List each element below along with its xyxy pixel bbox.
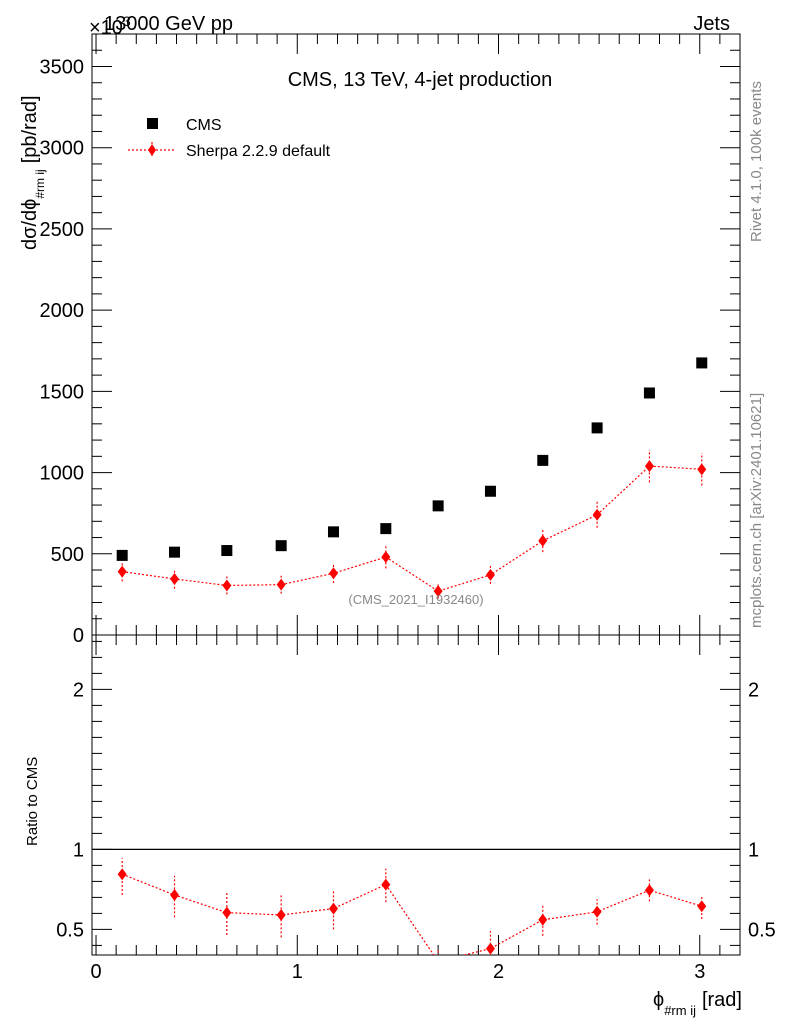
ratio-sherpa-point	[222, 906, 232, 919]
ratio-sherpa-point	[697, 900, 707, 913]
ratio-sherpa-point	[538, 913, 548, 926]
legend: CMS Sherpa 2.2.9 default	[128, 117, 331, 160]
cms-point	[643, 387, 655, 399]
main-y-tick-label: 1000	[40, 463, 85, 485]
process-label: Jets	[693, 13, 730, 35]
ratio-series	[117, 858, 707, 967]
sherpa-point	[276, 578, 286, 591]
analysis-watermark: (CMS_2021_I1932460)	[348, 592, 483, 607]
sherpa-point	[381, 551, 391, 564]
main-y-tick-label: 500	[51, 544, 84, 566]
sherpa-point	[485, 568, 495, 581]
sherpa-point	[697, 463, 707, 476]
main-plot-panel: 0 500 1000 1500 2000 2500 3000 3500 CMS, 13 TeV…	[19, 33, 741, 955]
legend-label-sherpa: Sherpa 2.2.9 default	[186, 143, 331, 160]
x-axis-label: ϕ#rm ij [rad]	[653, 989, 742, 1018]
cms-point	[696, 357, 708, 369]
main-y-tick-label: 3500	[40, 56, 85, 78]
ratio-sherpa-point	[644, 884, 654, 897]
ratio-y-tick-label-right: 2	[748, 679, 759, 701]
ratio-y-tick-label-right: 1	[748, 839, 759, 861]
ratio-sherpa-point	[592, 905, 602, 918]
ratio-y-tick-label: 2	[73, 679, 84, 701]
sherpa-point	[222, 579, 232, 592]
cms-point	[537, 454, 549, 466]
x-tick-label: 1	[292, 961, 303, 983]
cms-point	[484, 485, 496, 497]
cms-point	[380, 523, 392, 535]
sherpa-point	[644, 460, 654, 473]
ratio-plot-frame	[91, 634, 741, 956]
ratio-ticks: 0.5 0.5 1 1 2 2 0 1 2 3	[56, 640, 776, 983]
mcplots-label: mcplots.cern.ch [arXiv:2401.10621]	[748, 393, 765, 628]
ratio-y-axis-label: Ratio to CMS	[24, 757, 41, 846]
x-tick-label: 2	[493, 961, 504, 983]
ratio-sherpa-point	[485, 942, 495, 955]
main-y-tick-label: 2500	[40, 219, 85, 241]
sherpa-point	[117, 565, 127, 578]
rivet-version-label: Rivet 4.1.0, 100k events	[748, 81, 765, 242]
main-y-tick-label: 0	[73, 625, 84, 647]
ratio-sherpa-point	[328, 902, 338, 915]
ratio-sherpa-point	[381, 878, 391, 891]
sherpa-point	[433, 585, 443, 598]
ratio-plot-panel: 0.5 0.5 1 1 2 2 0 1 2 3 Ratio to CMS ϕ#rm ij [rad]	[24, 634, 776, 1018]
sherpa-point	[592, 508, 602, 521]
exponent-label: ×103	[89, 13, 131, 39]
cms-point	[327, 526, 339, 538]
ratio-sherpa-point	[117, 868, 127, 881]
cms-point	[591, 422, 603, 434]
ratio-y-tick-label-right: 0.5	[748, 919, 776, 941]
ratio-y-tick-label: 0.5	[56, 919, 84, 941]
main-y-tick-label: 2000	[40, 300, 85, 322]
ratio-sherpa-line	[121, 873, 702, 955]
cms-point	[221, 545, 233, 557]
ratio-sherpa-point	[276, 909, 286, 921]
ratio-sherpa-point	[434, 955, 443, 967]
sherpa-point	[328, 567, 338, 580]
cms-point	[116, 549, 128, 561]
sherpa-point	[170, 572, 180, 585]
legend-label-cms: CMS	[186, 117, 222, 134]
sherpa-point	[538, 534, 548, 547]
cms-point	[432, 500, 444, 512]
main-y-tick-label: 3000	[40, 138, 85, 160]
main-y-axis-label: dσ/dϕ#rm ij[pb/rad]	[19, 95, 47, 250]
legend-marker-cms	[147, 118, 158, 129]
ratio-marks	[117, 858, 707, 967]
energy-label: 13000 GeV pp	[104, 13, 233, 35]
ratio-sherpa-point	[170, 889, 180, 901]
cms-point	[275, 540, 287, 552]
cms-point	[169, 546, 181, 558]
main-y-tick-label: 1500	[40, 381, 85, 403]
ratio-y-tick-label: 1	[73, 839, 84, 861]
plot-title: CMS, 13 TeV, 4-jet production	[288, 69, 553, 91]
x-tick-label: 3	[694, 961, 705, 983]
sherpa-line	[122, 465, 702, 592]
x-tick-label: 0	[90, 961, 101, 983]
main-marks	[116, 357, 708, 599]
legend-marker-sherpa	[148, 144, 156, 156]
main-ticks: 0 500 1000 1500 2000 2500 3000 3500	[40, 33, 741, 955]
